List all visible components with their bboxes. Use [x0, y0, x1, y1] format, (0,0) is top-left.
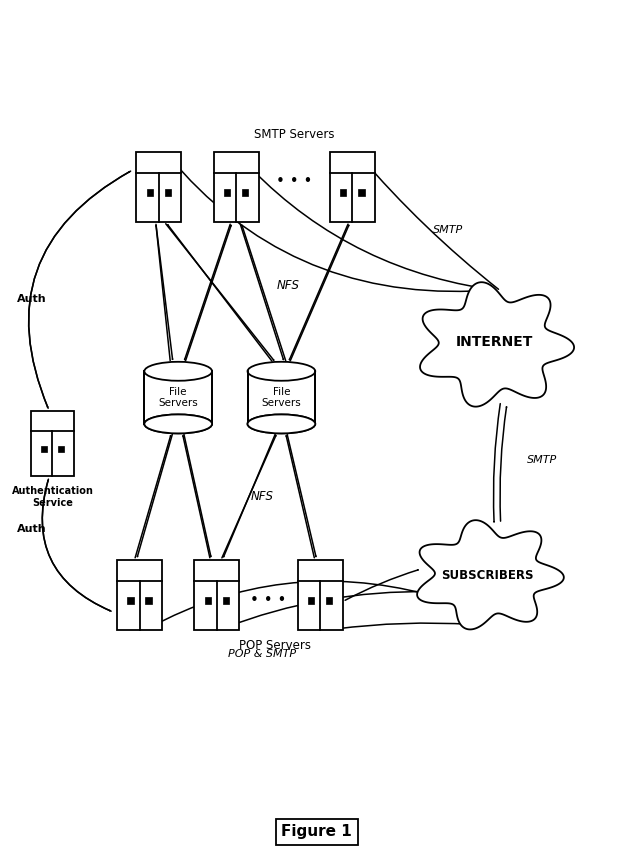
Text: INTERNET: INTERNET: [456, 335, 533, 349]
Bar: [358, 189, 364, 195]
FancyArrowPatch shape: [166, 224, 274, 360]
FancyArrowPatch shape: [224, 592, 430, 629]
Text: Auth: Auth: [17, 294, 46, 304]
Text: SMTP: SMTP: [433, 225, 463, 235]
Bar: [58, 446, 64, 452]
Bar: [242, 189, 249, 195]
Bar: [145, 598, 151, 604]
Bar: [330, 152, 375, 221]
Text: SMTP: SMTP: [526, 455, 557, 465]
FancyArrowPatch shape: [43, 479, 110, 610]
FancyArrowPatch shape: [29, 171, 131, 407]
FancyArrowPatch shape: [137, 435, 172, 556]
FancyArrowPatch shape: [493, 404, 500, 522]
Text: NFS: NFS: [250, 490, 274, 503]
Bar: [223, 598, 229, 604]
Bar: [297, 561, 342, 629]
Bar: [308, 598, 314, 604]
FancyArrowPatch shape: [289, 224, 348, 360]
Text: SUBSCRIBERS: SUBSCRIBERS: [441, 569, 534, 582]
Polygon shape: [417, 520, 564, 629]
Text: • • •: • • •: [250, 592, 287, 608]
Bar: [117, 561, 162, 629]
Text: SMTP Servers: SMTP Servers: [254, 127, 334, 140]
FancyArrowPatch shape: [336, 623, 472, 629]
FancyArrowPatch shape: [222, 436, 276, 558]
FancyArrowPatch shape: [184, 435, 211, 556]
FancyArrowPatch shape: [287, 435, 316, 556]
Bar: [165, 189, 171, 195]
FancyArrowPatch shape: [239, 156, 485, 288]
FancyArrowPatch shape: [168, 156, 472, 291]
FancyArrowPatch shape: [42, 480, 111, 611]
FancyArrowPatch shape: [286, 436, 314, 558]
Ellipse shape: [145, 414, 212, 433]
FancyArrowPatch shape: [135, 436, 171, 558]
Text: POP Servers: POP Servers: [239, 640, 311, 653]
FancyArrowPatch shape: [223, 435, 275, 557]
Bar: [145, 371, 212, 424]
FancyArrowPatch shape: [345, 570, 418, 600]
FancyArrowPatch shape: [185, 224, 230, 360]
Bar: [146, 189, 153, 195]
Bar: [136, 152, 182, 221]
Bar: [41, 446, 47, 452]
Bar: [213, 152, 259, 221]
FancyArrowPatch shape: [240, 224, 284, 360]
Ellipse shape: [145, 362, 212, 381]
Bar: [340, 189, 346, 195]
Text: File
Servers: File Servers: [262, 387, 301, 408]
Text: File
Servers: File Servers: [158, 387, 198, 408]
FancyArrowPatch shape: [359, 156, 498, 289]
Bar: [194, 561, 240, 629]
Text: Figure 1: Figure 1: [282, 824, 352, 839]
FancyArrowPatch shape: [168, 225, 272, 361]
Text: POP & SMTP: POP & SMTP: [228, 649, 296, 660]
FancyArrowPatch shape: [183, 436, 210, 558]
FancyArrowPatch shape: [185, 226, 231, 361]
FancyArrowPatch shape: [150, 581, 427, 628]
Bar: [247, 371, 316, 424]
Bar: [326, 598, 332, 604]
Ellipse shape: [145, 414, 212, 433]
Polygon shape: [420, 282, 574, 406]
Text: Authentication
Service: Authentication Service: [11, 486, 93, 508]
Bar: [31, 411, 74, 476]
FancyArrowPatch shape: [29, 171, 130, 408]
Text: Auth: Auth: [17, 524, 46, 534]
Ellipse shape: [247, 414, 316, 433]
FancyArrowPatch shape: [500, 407, 506, 521]
Bar: [224, 189, 230, 195]
FancyArrowPatch shape: [156, 226, 170, 361]
Bar: [205, 598, 211, 604]
Text: NFS: NFS: [276, 279, 299, 292]
FancyArrowPatch shape: [290, 226, 349, 361]
Bar: [127, 598, 133, 604]
FancyArrowPatch shape: [156, 225, 173, 359]
FancyArrowPatch shape: [242, 226, 285, 361]
Ellipse shape: [247, 414, 316, 433]
Ellipse shape: [247, 362, 316, 381]
Text: • • •: • • •: [276, 174, 312, 189]
